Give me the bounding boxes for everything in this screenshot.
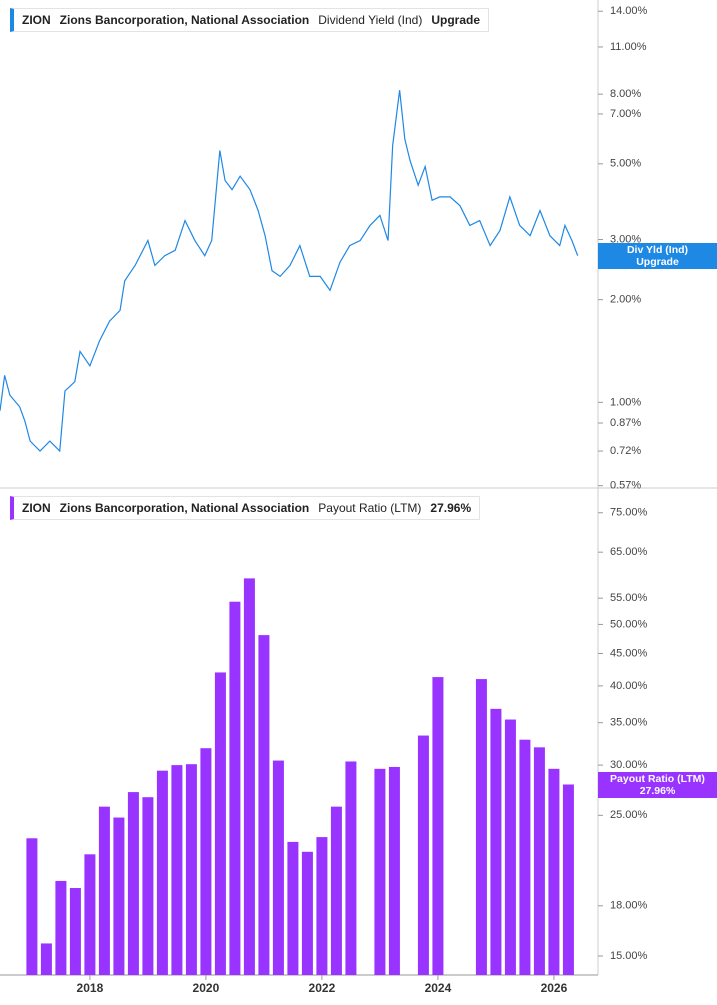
- y-tick-label: 65.00%: [610, 546, 648, 558]
- x-tick-label: 2022: [309, 981, 336, 995]
- bar: [55, 880, 67, 975]
- bar: [40, 943, 52, 975]
- legend: ZION Zions Bancorporation, National Asso…: [10, 496, 481, 520]
- current: Upgrade: [431, 13, 481, 27]
- x-tick-label: 2020: [193, 981, 220, 995]
- x-tick-label: 2024: [425, 981, 452, 995]
- bar: [490, 708, 502, 975]
- y-tick-label: 0.57%: [610, 480, 641, 492]
- bar: [562, 784, 574, 975]
- bar: [98, 806, 110, 975]
- y-tick-label: 30.00%: [610, 759, 648, 771]
- bar: [504, 719, 516, 975]
- y-tick-label: 15.00%: [610, 950, 648, 962]
- y-tick-label: 35.00%: [610, 717, 648, 729]
- metric: Payout Ratio (LTM): [318, 501, 422, 515]
- bar: [533, 747, 545, 975]
- y-tick-label: 8.00%: [610, 88, 641, 100]
- company: Zions Bancorporation, National Associati…: [59, 13, 310, 27]
- bar: [301, 851, 313, 975]
- y-tick-label: 3.00%: [610, 233, 641, 245]
- bar: [316, 837, 328, 975]
- bar: [432, 677, 444, 975]
- bar: [243, 578, 255, 975]
- bar: [26, 838, 38, 975]
- badge-label: Payout Ratio (LTM): [610, 772, 705, 785]
- y-tick-label: 0.72%: [610, 445, 641, 457]
- bar: [84, 854, 96, 975]
- y-tick-label: 18.00%: [610, 900, 648, 912]
- legend: ZION Zions Bancorporation, National Asso…: [10, 8, 490, 32]
- bar: [200, 748, 212, 975]
- bar: [156, 770, 168, 975]
- bar: [475, 679, 487, 975]
- bar: [171, 765, 183, 975]
- y-tick-label: 14.00%: [610, 5, 648, 17]
- price-badge: Payout Ratio (LTM) 27.96%: [598, 771, 717, 798]
- y-tick-label: 2.00%: [610, 294, 641, 306]
- company: Zions Bancorporation, National Associati…: [59, 501, 310, 515]
- y-tick-label: 25.00%: [610, 809, 648, 821]
- y-tick-label: 55.00%: [610, 592, 648, 604]
- bar: [417, 735, 429, 975]
- y-tick-label: 40.00%: [610, 680, 648, 692]
- y-tick-label: 1.00%: [610, 396, 641, 408]
- badge-value: Upgrade: [636, 255, 679, 268]
- y-tick-label: 5.00%: [610, 158, 641, 170]
- y-tick-label: 75.00%: [610, 507, 648, 519]
- x-tick-label: 2026: [541, 981, 568, 995]
- y-tick-label: 0.87%: [610, 417, 641, 429]
- bar: [330, 806, 342, 975]
- bar: [127, 792, 139, 975]
- badge-label: Div Yld (Ind): [626, 243, 689, 256]
- bar: [287, 841, 299, 975]
- bar: [519, 739, 531, 975]
- price-badge: Div Yld (Ind) Upgrade: [598, 242, 717, 269]
- bar: [214, 672, 226, 975]
- y-tick-label: 45.00%: [610, 647, 648, 659]
- badge-value: 27.96%: [639, 784, 676, 797]
- bar: [185, 764, 197, 975]
- bar: [142, 797, 154, 975]
- y-tick-label: 50.00%: [610, 618, 648, 630]
- bar: [229, 601, 241, 975]
- metric: Dividend Yield (Ind): [318, 13, 423, 27]
- ticker: ZION: [22, 13, 51, 27]
- bar: [272, 760, 284, 975]
- bar: [345, 761, 357, 975]
- current: 27.96%: [430, 501, 472, 515]
- bar: [388, 766, 400, 975]
- y-tick-label: 11.00%: [610, 41, 647, 53]
- line: [0, 90, 579, 453]
- bar: [374, 768, 386, 975]
- bar: [113, 817, 125, 975]
- bar: [258, 635, 270, 975]
- ticker: ZION: [22, 501, 51, 515]
- y-tick-label: 7.00%: [610, 108, 641, 120]
- bar: [69, 888, 81, 975]
- bar: [548, 768, 560, 975]
- x-tick-label: 2018: [77, 981, 104, 995]
